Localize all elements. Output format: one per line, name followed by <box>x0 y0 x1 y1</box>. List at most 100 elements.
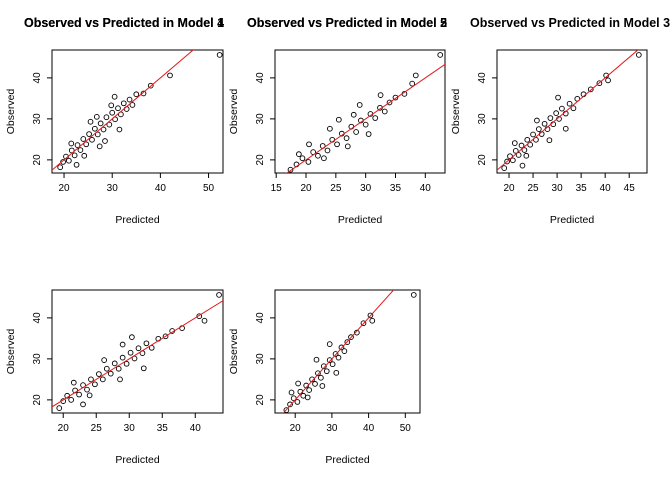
plot-frame <box>274 289 421 414</box>
data-point <box>96 371 102 377</box>
data-point <box>304 394 311 401</box>
data-point <box>287 401 293 408</box>
data-point <box>437 52 444 58</box>
data-point <box>511 140 518 146</box>
data-point <box>129 102 136 108</box>
data-point <box>96 143 103 150</box>
data-point <box>102 138 108 144</box>
panel-title: Observed vs Predicted in Model 2 <box>247 16 447 30</box>
data-point <box>313 356 320 363</box>
y-tick-label: 20 <box>32 154 43 166</box>
x-tick-label: 40 <box>363 423 375 434</box>
data-point <box>84 386 90 393</box>
points-layer <box>56 292 222 411</box>
data-point <box>93 113 100 120</box>
plot-frame <box>51 289 224 414</box>
data-point <box>283 407 290 413</box>
data-point <box>409 80 416 87</box>
data-point <box>100 126 107 133</box>
data-point <box>288 389 295 396</box>
data-point <box>111 360 118 367</box>
reference-line <box>52 300 223 408</box>
x-tick-label: 30 <box>552 183 564 194</box>
data-point <box>504 158 510 165</box>
data-point <box>369 317 376 324</box>
data-point <box>515 152 522 158</box>
data-point <box>327 125 333 132</box>
data-point <box>534 117 540 124</box>
x-tick-label: 40 <box>190 423 202 434</box>
scatter-panel-model-2: Observed vs Predicted in Model 2 15 20 25 30… <box>228 16 447 226</box>
panel-title: Observed vs Predicted in Model 5 <box>247 16 447 30</box>
x-tick-label: 25 <box>527 183 539 194</box>
data-point <box>117 376 123 383</box>
data-point <box>140 365 147 372</box>
x-tick-label: 25 <box>91 423 103 434</box>
data-point <box>87 118 94 125</box>
data-point <box>324 147 331 154</box>
x-tick-label: 40 <box>420 183 432 194</box>
y-tick-label: 40 <box>32 72 43 84</box>
data-point <box>587 86 594 93</box>
x-tick-label: 35 <box>576 183 588 194</box>
data-point <box>108 102 115 109</box>
y-tick-label: 30 <box>255 353 266 365</box>
panel-title: Observed vs Predicted in Model 3 <box>470 16 670 30</box>
data-point <box>133 91 140 98</box>
panel-title: Observed vs Predicted in Model 4 <box>24 16 224 30</box>
data-point <box>129 334 135 341</box>
data-point <box>335 354 342 361</box>
data-point <box>559 105 565 112</box>
data-point <box>412 72 419 79</box>
data-point <box>294 399 301 405</box>
data-point <box>135 345 142 352</box>
x-tick-label: 30 <box>107 183 119 194</box>
data-point <box>119 341 126 348</box>
data-point <box>196 313 203 320</box>
data-point <box>305 159 312 165</box>
data-point <box>56 405 63 411</box>
x-tick-label: 25 <box>330 183 342 194</box>
data-point <box>335 116 342 123</box>
data-point <box>344 339 351 345</box>
data-point <box>94 131 101 138</box>
data-point <box>299 155 306 162</box>
x-tick-label: 20 <box>300 183 312 194</box>
panel-title: Observed vs Predicted in Model 1 <box>24 16 224 30</box>
data-point <box>106 121 113 128</box>
y-tick-label: 30 <box>255 113 266 125</box>
data-point <box>103 114 110 121</box>
data-point <box>86 392 93 399</box>
data-point <box>386 99 393 106</box>
x-tick-label: 50 <box>203 183 215 194</box>
y-axis-label: Observed <box>228 89 240 135</box>
y-axis-label: Observed <box>228 329 240 375</box>
y-tick-label: 30 <box>477 113 488 125</box>
data-point <box>372 115 379 121</box>
data-point <box>321 155 327 162</box>
data-point <box>116 126 123 133</box>
x-axis-label: Predicted <box>115 454 160 466</box>
data-point <box>541 120 548 127</box>
data-point <box>315 152 321 159</box>
data-point <box>329 361 336 368</box>
data-point <box>127 349 134 356</box>
data-point <box>71 152 78 159</box>
data-point <box>83 141 90 148</box>
y-tick-label: 30 <box>32 113 43 125</box>
points-layer <box>287 52 444 173</box>
x-tick-label: 30 <box>326 423 338 434</box>
data-point <box>356 102 363 108</box>
plot-frame <box>51 49 224 174</box>
data-point <box>68 397 74 403</box>
data-point <box>92 381 98 388</box>
data-point <box>523 152 530 159</box>
plot-frame <box>274 49 446 174</box>
data-point <box>68 140 75 147</box>
data-point <box>296 151 302 157</box>
data-point <box>338 344 345 351</box>
data-point <box>547 115 554 121</box>
data-point <box>341 348 348 354</box>
data-point <box>381 108 388 115</box>
